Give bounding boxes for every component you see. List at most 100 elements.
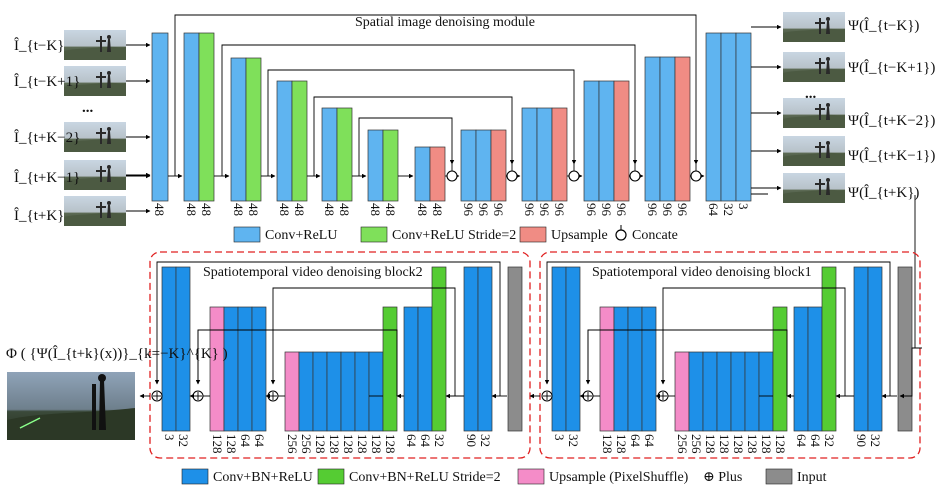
channel-label: 256 [675, 434, 690, 454]
conv-bn-stride-layer [431, 266, 447, 432]
figure [92, 384, 96, 430]
concate-icon [568, 170, 580, 182]
channel-label: 256 [299, 434, 314, 454]
channel-label: 96 [552, 203, 567, 217]
legend-conv-bn-relu-stride: Conv+BN+ReLU Stride=2 [349, 470, 501, 485]
block1-title: Spatiotemporal video denoising block1 [592, 265, 812, 280]
concate-icon [690, 170, 702, 182]
conv-layer [245, 57, 262, 202]
channel-label: 96 [599, 203, 614, 217]
channel-label: 48 [199, 203, 214, 216]
conv-layer [460, 129, 477, 202]
input-label: Î_{t+K−1} [14, 169, 80, 186]
channel-label: 128 [731, 434, 746, 454]
channel-label: 48 [430, 203, 445, 216]
conv-bn-layer [565, 266, 581, 432]
conv-bn-layer [716, 351, 732, 432]
conv-bn-layer [463, 266, 479, 432]
conv-layer [720, 32, 737, 202]
legend-concate: Concate [632, 228, 678, 243]
legend-input: Input [797, 470, 827, 485]
channel-label: 64 [404, 434, 419, 448]
conv-bn-layer [853, 266, 869, 432]
output-frame-image [783, 52, 845, 82]
channel-label: 128 [313, 434, 328, 454]
bottom-legend: Conv+BN+ReLU Conv+BN+ReLU Stride=2 Upsam… [181, 468, 827, 485]
connector [660, 287, 846, 396]
conv-layer [198, 32, 215, 202]
conv-bn-layer [551, 266, 567, 432]
channel-label: 90 [464, 434, 479, 447]
channel-label: 96 [584, 203, 599, 217]
block-frame [149, 251, 531, 459]
channel-label: 64 [238, 434, 253, 448]
conv-layer [659, 56, 676, 202]
channel-label: 96 [476, 203, 491, 217]
channel-label: 48 [383, 203, 398, 216]
legend-plus: ⊕ Plus [703, 470, 742, 485]
conv-layer [230, 57, 247, 202]
conv-bn-layer [793, 306, 809, 432]
channel-label: 48 [368, 203, 383, 216]
channel-label: 96 [645, 203, 660, 217]
channel-label: 128 [224, 434, 239, 454]
concate-icon [615, 229, 627, 241]
conv-bn-layer [368, 351, 384, 432]
channel-label: 3 [736, 203, 751, 210]
input-label: Î_{t−K+1} [14, 73, 80, 90]
conv-bn-layer [223, 306, 239, 432]
conv-layer [276, 80, 293, 202]
channel-label: 32 [432, 434, 447, 447]
block2-title: Spatiotemporal video denoising block2 [203, 265, 423, 280]
conv-bn-layer [758, 351, 774, 432]
conv-layer [735, 32, 752, 202]
connector [221, 44, 638, 176]
output-frame-image [783, 136, 845, 166]
channel-label: 96 [614, 203, 629, 217]
conv-bn-layer [340, 351, 356, 432]
light-flare [19, 417, 41, 429]
conv-layer [336, 107, 353, 202]
channel-label: 128 [600, 434, 615, 454]
final-output-image [7, 372, 135, 440]
input-frame-image [64, 196, 126, 226]
conv-layer [583, 80, 600, 202]
channel-label: 3 [162, 434, 177, 441]
channel-label: 96 [522, 203, 537, 217]
channel-label: 96 [491, 203, 506, 217]
pixelshuffle-layer [674, 351, 690, 432]
conv-bn-layer [744, 351, 760, 432]
conv-bn-layer [312, 351, 328, 432]
connector [270, 287, 456, 396]
channel-label: 32 [822, 434, 837, 447]
pixelshuffle-layer [284, 351, 300, 432]
channel-label: 128 [210, 434, 225, 454]
conv-layer [536, 107, 553, 202]
channel-label: 256 [285, 434, 300, 454]
figure [98, 374, 106, 382]
channel-label: 3 [552, 434, 567, 441]
output-frame-image [783, 98, 845, 128]
pixelshuffle-layer [209, 306, 225, 432]
conv-bn-stride-layer [821, 266, 837, 432]
input-label: Î_{t+K} [14, 207, 64, 224]
channel-label: 48 [277, 203, 292, 216]
channel-label: 256 [689, 434, 704, 454]
channel-label: 128 [614, 434, 629, 454]
channel-label: 128 [327, 434, 342, 454]
conv-bn-layer [613, 306, 629, 432]
conv-bn-layer [702, 351, 718, 432]
top-legend: Conv+ReLU Conv+ReLU Stride=2 Upsample Co… [233, 225, 678, 243]
concate-icon [629, 170, 641, 182]
spatial-denoising-module: 48 48 48 48 48 48 48 48 48 48 48 48 48 96 96 96 96 96 96 96… [64, 12, 922, 349]
conv-bn-layer [403, 306, 419, 432]
conv-bn-layer [237, 306, 253, 432]
channel-label: 64 [706, 203, 721, 217]
output-frame-image [783, 12, 845, 42]
connector [358, 117, 455, 176]
input-layer [507, 266, 523, 432]
conv-layer [598, 80, 615, 202]
channel-label: 64 [418, 434, 433, 448]
top-title: Spatial image denoising module [355, 15, 535, 30]
